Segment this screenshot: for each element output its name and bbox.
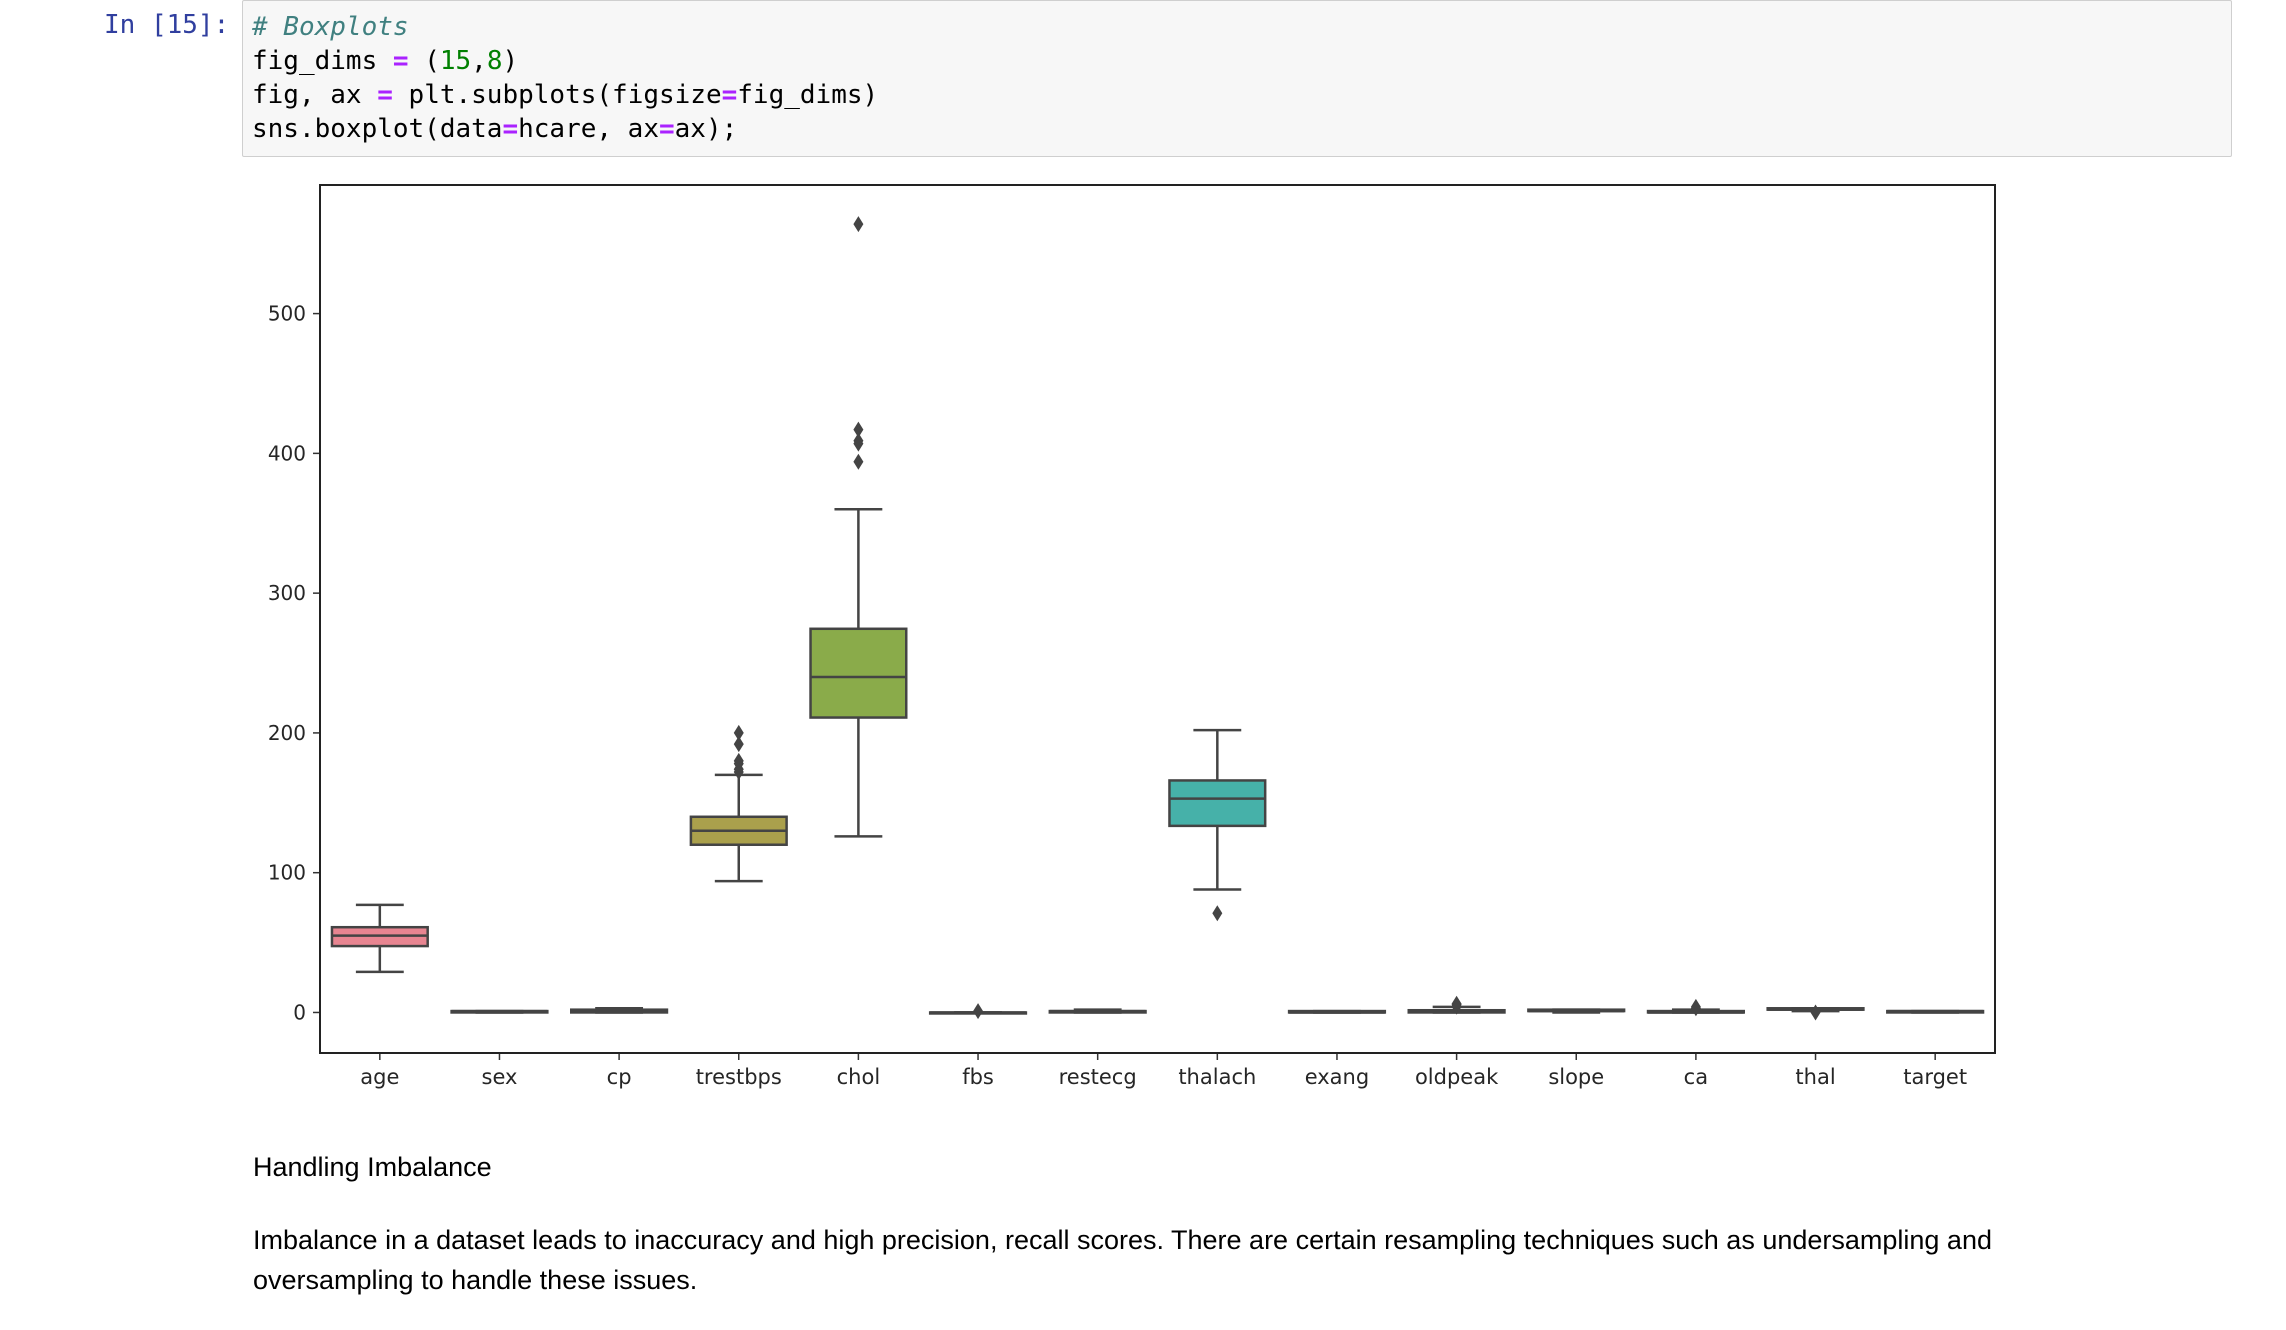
code-token: = — [659, 114, 675, 144]
x-tick-label: exang — [1305, 1065, 1370, 1089]
code-token: fig, ax — [252, 80, 378, 110]
cell-prompt: In [15]: — [104, 10, 230, 40]
code-token: fig_dims — [252, 46, 393, 76]
outlier-point — [973, 1003, 984, 1020]
code-line: sns.boxplot(data=hcare, ax=ax); — [252, 114, 737, 144]
box-thalach — [1168, 779, 1267, 828]
outlier-point — [853, 432, 864, 449]
code-token: ) — [502, 46, 519, 76]
code-token: fig_dims) — [737, 80, 879, 110]
code-token: hcare, ax — [518, 114, 659, 144]
code-token: = — [721, 80, 738, 110]
code-token: ax); — [674, 114, 738, 144]
code-line: # Boxplots — [252, 12, 409, 42]
code-token: # Boxplots — [252, 12, 409, 42]
y-tick-label: 400 — [268, 441, 306, 465]
x-tick-label: age — [360, 1065, 399, 1089]
code-token: = — [502, 114, 519, 144]
box-chol — [809, 627, 908, 719]
x-tick-label: thal — [1795, 1065, 1835, 1089]
outlier-point — [853, 421, 864, 438]
y-tick-label: 100 — [268, 861, 306, 885]
markdown-paragraph: Imbalance in a dataset leads to inaccura… — [253, 1225, 1992, 1295]
plot-frame — [319, 184, 1996, 1054]
code-token: ( — [408, 46, 440, 76]
outlier-point — [1212, 905, 1223, 922]
x-tick-label: chol — [837, 1065, 881, 1089]
outlier-point — [1451, 995, 1462, 1012]
outlier-point — [733, 724, 744, 741]
y-tick-label: 200 — [268, 721, 306, 745]
x-tick-label: thalach — [1178, 1065, 1256, 1089]
code-token: = — [392, 46, 409, 76]
code-token: 8 — [486, 46, 503, 76]
y-tick-label: 300 — [268, 581, 306, 605]
code-token: = — [377, 80, 393, 110]
x-tick-label: cp — [607, 1065, 632, 1089]
outlier-point — [1690, 998, 1701, 1015]
outlier-point — [733, 736, 744, 753]
boxplot-chart: 0 100 200 300 400 500 age sex cp trestbps chol fbs r… — [268, 184, 1996, 1089]
code-token: , — [471, 46, 487, 76]
markdown-heading: Handling Imbalance — [253, 1152, 492, 1182]
y-tick-label: 500 — [268, 302, 306, 326]
code-token: sns.boxplot(data — [252, 114, 503, 144]
x-tick-label: fbs — [962, 1065, 994, 1089]
outlier-point — [853, 453, 864, 470]
x-tick-label: trestbps — [696, 1065, 782, 1089]
code-cell-editor[interactable] — [242, 0, 2232, 157]
x-tick-label: sex — [482, 1065, 518, 1089]
code-editor-text[interactable]: # Boxplots fig_dims = (15,8) fig, ax = p… — [252, 10, 878, 146]
outlier-point — [853, 216, 864, 233]
code-line: fig_dims = (15,8) — [252, 46, 518, 76]
code-token: 15 — [439, 46, 472, 76]
code-token: plt.subplots(figsize — [392, 80, 722, 110]
outlier-point — [1810, 1004, 1821, 1021]
x-tick-label: oldpeak — [1415, 1065, 1499, 1089]
x-tick-label: ca — [1684, 1065, 1708, 1089]
x-tick-label: slope — [1548, 1065, 1604, 1089]
x-tick-label: restecg — [1059, 1065, 1137, 1089]
outlier-point — [733, 752, 744, 769]
x-tick-label: target — [1903, 1065, 1967, 1089]
y-tick-label: 0 — [293, 1000, 306, 1024]
code-line: fig, ax = plt.subplots(figsize=fig_dims) — [252, 80, 878, 110]
